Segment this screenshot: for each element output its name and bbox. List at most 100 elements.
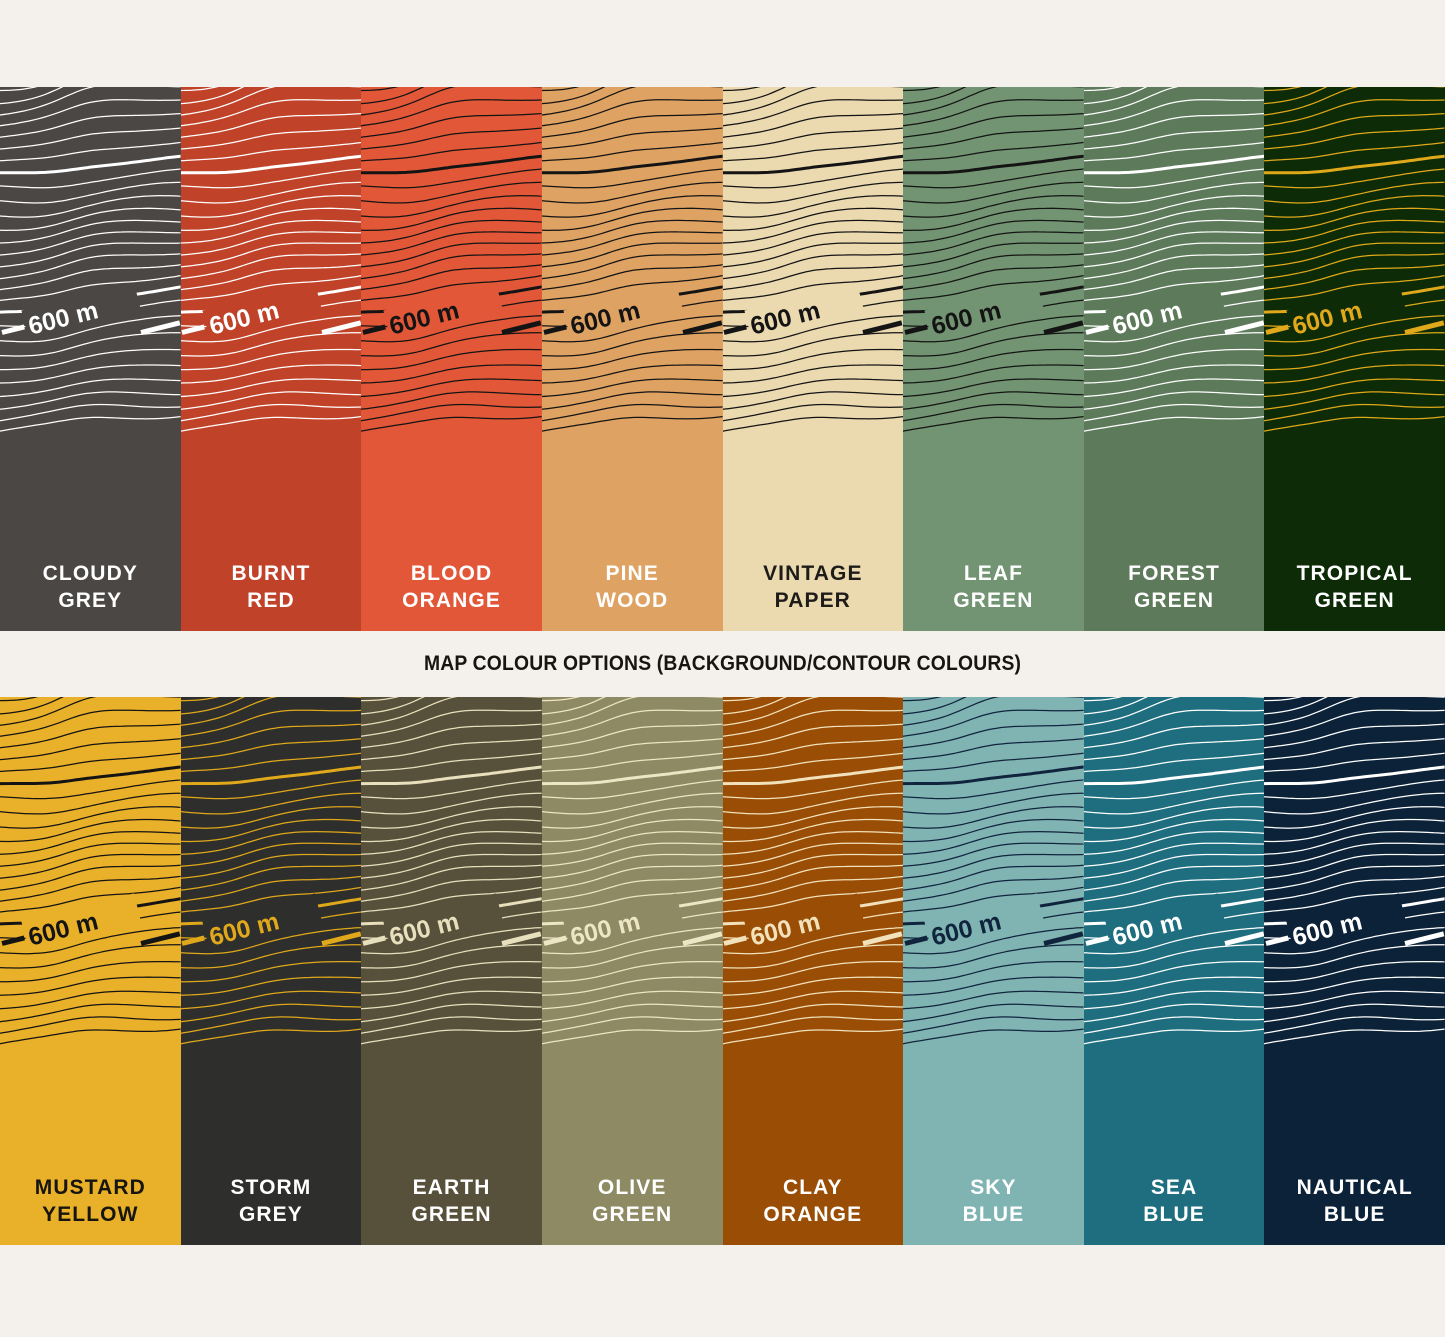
contour-lines: [1264, 87, 1445, 432]
colour-swatch[interactable]: 600 m CLOUDY GREY: [0, 87, 181, 631]
colour-swatch[interactable]: 600 m LEAF GREEN: [903, 87, 1084, 631]
colour-swatch[interactable]: 600 m PINE WOOD: [541, 87, 723, 631]
contour-line: [0, 723, 181, 749]
contour-line: [0, 181, 181, 204]
contour-line: [180, 127, 362, 150]
contour-line: [903, 415, 1084, 432]
contour-line: [0, 960, 181, 983]
contour-line: [722, 112, 904, 138]
contour-line: [180, 976, 362, 996]
contour-line: [180, 315, 362, 343]
contour-line: [361, 181, 542, 204]
contour-line: [1083, 112, 1265, 138]
colour-swatch[interactable]: 600 m NAUTICAL BLUE: [1264, 697, 1445, 1245]
contour-line: [1083, 697, 1148, 715]
contour-line: [1264, 697, 1329, 715]
colour-swatch[interactable]: 600 m OLIVE GREEN: [541, 697, 723, 1245]
contour-line: [1083, 944, 1265, 969]
contour-line: [361, 315, 542, 343]
contour-line: [722, 207, 904, 231]
contour-line: [541, 403, 723, 422]
contour-line: [180, 697, 245, 715]
contour-line: [0, 378, 181, 398]
contour-line: [180, 990, 362, 1010]
contour-line: [0, 779, 181, 800]
contour-lines: [722, 87, 904, 432]
contour-line: [541, 264, 723, 291]
contour-line: [180, 231, 362, 256]
colour-swatch[interactable]: 600 m CLAY ORANGE: [722, 697, 904, 1245]
contour-line: [1083, 391, 1265, 410]
contour-line: [1083, 127, 1265, 150]
contour-line: [1083, 830, 1265, 855]
contour-line: [722, 378, 904, 398]
contour-line: [361, 219, 542, 244]
contour-line: [1083, 779, 1265, 800]
contour-line: [180, 1028, 362, 1045]
contour-line: [180, 168, 362, 189]
contour-line: [1083, 752, 1265, 773]
contour-lines: [361, 87, 542, 432]
colour-swatch[interactable]: 600 m BURNT RED: [180, 87, 362, 631]
colour-swatch[interactable]: 600 m SKY BLUE: [903, 697, 1084, 1245]
contour-lines: [722, 697, 904, 1045]
contour-line: [0, 99, 181, 127]
contour-line: [541, 348, 723, 371]
contour-line: [903, 332, 1084, 357]
contour-line: [0, 976, 181, 996]
contour-line: [180, 818, 362, 843]
contour-line: [541, 242, 723, 268]
contour-line: [541, 990, 723, 1010]
colour-swatch[interactable]: 600 m VINTAGE PAPER: [722, 87, 904, 631]
contour-line: [1264, 886, 1445, 913]
contour-line: [0, 697, 39, 702]
contour-lines: [180, 697, 362, 1045]
contour-line: [1083, 697, 1123, 702]
swatch-row-top: 600 m CLOUDY GREY 600 m BURNT RED 600 m BLOOD OR…: [0, 87, 1445, 631]
contour-line: [0, 738, 181, 761]
contour-line: [1264, 1016, 1445, 1034]
contour-line: [361, 415, 542, 432]
contour-line: [0, 219, 181, 244]
contour-line: [722, 364, 904, 384]
contour-line: [722, 219, 904, 244]
contour-line: [722, 242, 904, 268]
contour-line: [1264, 181, 1445, 204]
contour-line: [541, 219, 723, 244]
contour-line: [0, 332, 181, 357]
contour-line: [722, 697, 787, 715]
contour-line: [722, 87, 761, 92]
colour-swatch[interactable]: 600 m MUSTARD YELLOW: [0, 697, 181, 1245]
contour-line: [1083, 264, 1265, 291]
contour-line: [903, 112, 1084, 138]
contour-line: [541, 391, 723, 410]
contour-line: [722, 403, 904, 422]
colour-swatch[interactable]: 600 m TROPICAL GREEN: [1264, 87, 1445, 631]
contour-line: [361, 723, 542, 749]
contour-line: [0, 792, 181, 815]
contour-line: [180, 364, 362, 384]
colour-swatch[interactable]: 600 m STORM GREY: [180, 697, 362, 1245]
contour-line: [180, 806, 362, 829]
contour-line: [1264, 141, 1445, 162]
contour-line: [180, 723, 362, 749]
colour-swatch[interactable]: 600 m BLOOD ORANGE: [361, 87, 542, 631]
contour-line: [361, 697, 400, 702]
contour-line: [722, 944, 904, 969]
contour-line: [180, 1003, 362, 1023]
contour-line: [1083, 853, 1265, 879]
colour-swatch[interactable]: 600 m EARTH GREEN: [361, 697, 542, 1245]
contour-line: [903, 219, 1084, 244]
contour-line: [722, 792, 904, 815]
contour-line: [361, 112, 542, 138]
contour-line: [903, 990, 1084, 1010]
colour-swatch[interactable]: 600 m SEA BLUE: [1083, 697, 1265, 1245]
colour-swatch[interactable]: 600 m FOREST GREEN: [1083, 87, 1265, 631]
contour-line: [541, 127, 723, 150]
contour-line: [903, 127, 1084, 150]
contour-lines: [0, 697, 181, 1045]
contour-line: [361, 709, 542, 737]
contour-line: [1264, 818, 1445, 843]
contour-line: [361, 242, 542, 268]
